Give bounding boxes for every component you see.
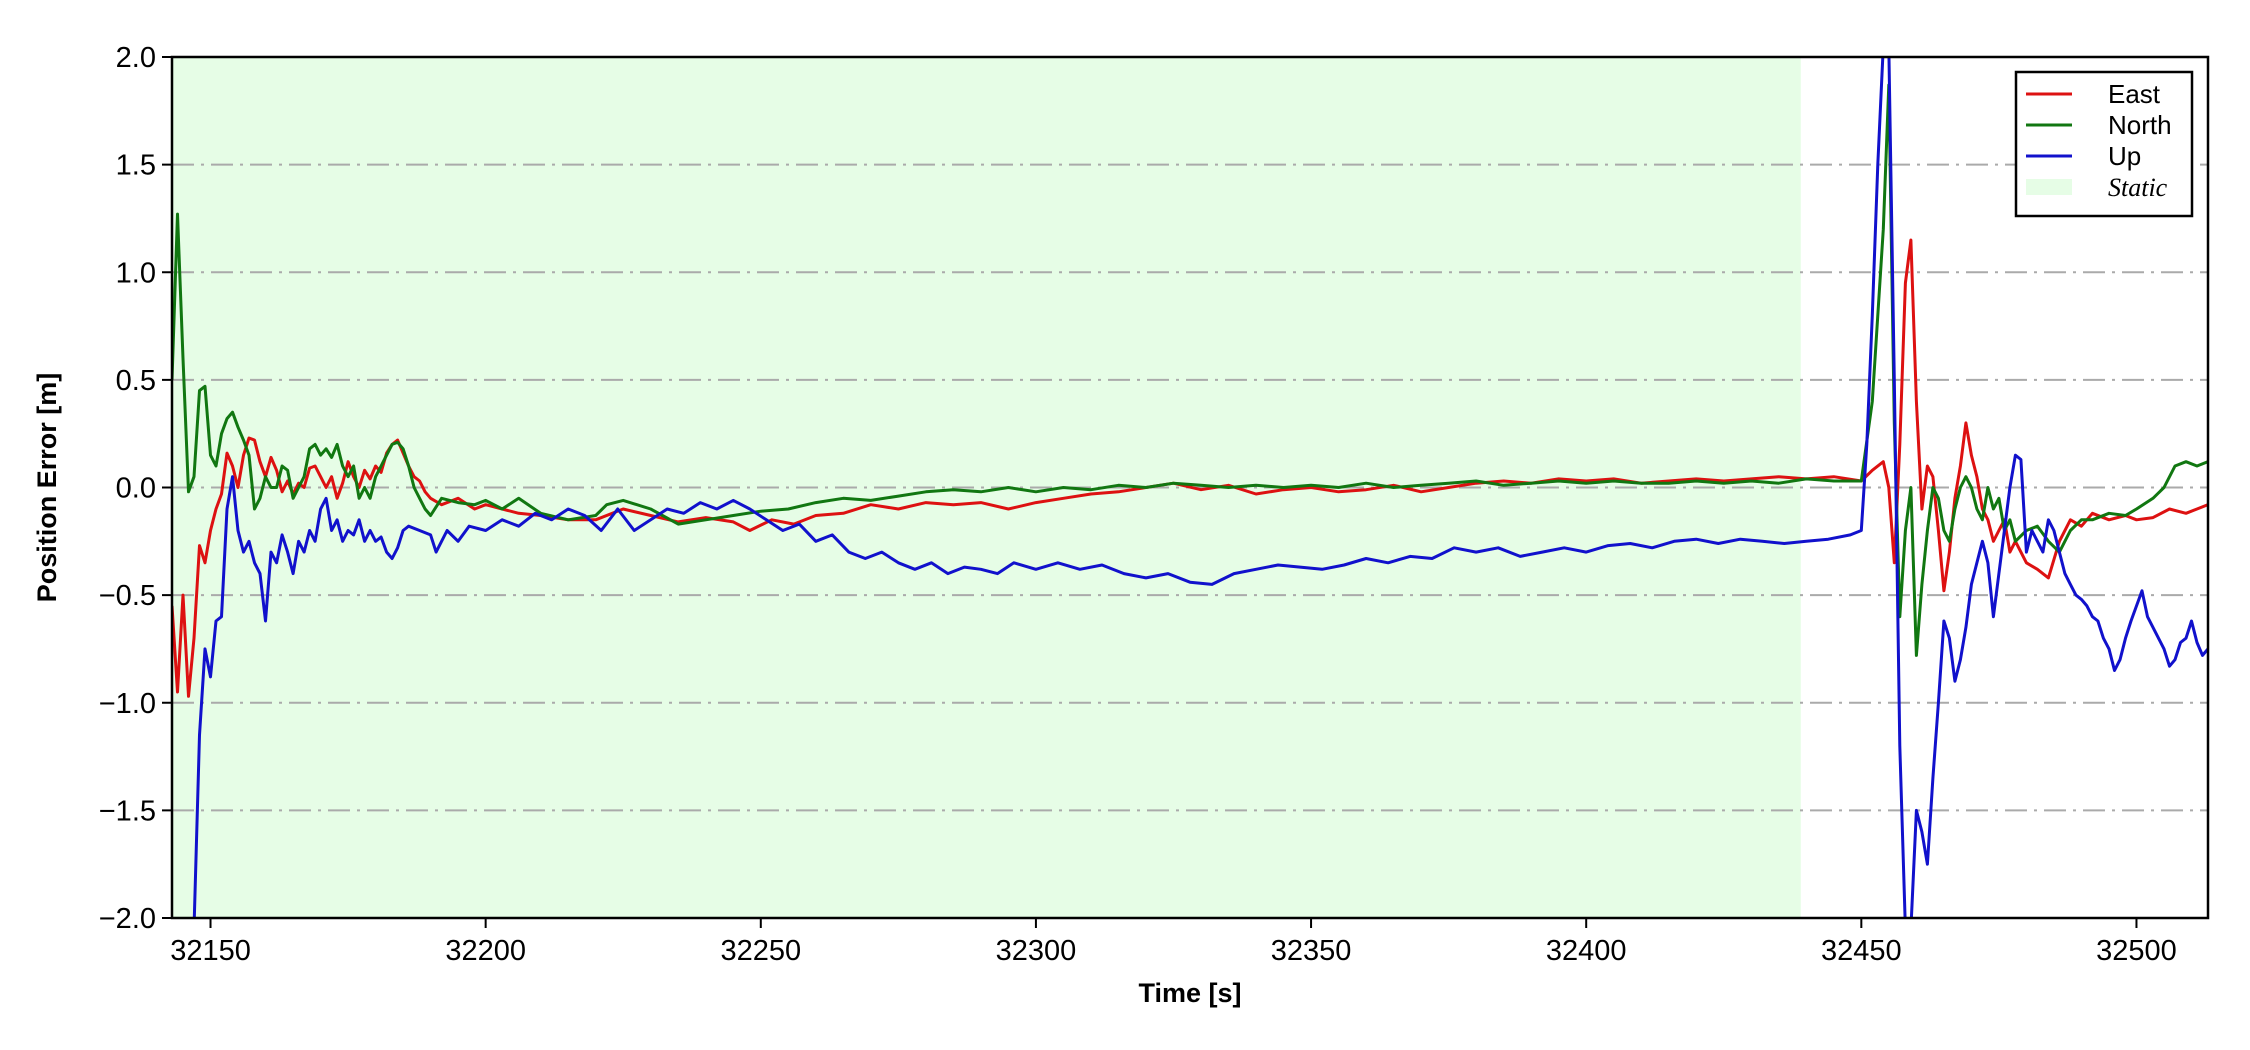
x-tick-label: 32300 (996, 935, 1077, 967)
legend-label-east: East (2108, 79, 2161, 109)
y-tick-label: 0.0 (116, 473, 156, 505)
x-tick-label: 32250 (720, 935, 801, 967)
y-tick-label: −1.0 (99, 688, 156, 720)
x-axis: 32150 32200 32250 32300 32350 32400 32450 32500 (170, 918, 2177, 967)
x-tick-label: 32200 (445, 935, 526, 967)
y-tick-label: −0.5 (99, 580, 156, 612)
x-tick-label: 32450 (1821, 935, 1902, 967)
series-line-up (192, 57, 2208, 918)
y-axis: −2.0 −1.5 −1.0 −0.5 0.0 0.5 1.0 1.5 2.0 (99, 42, 172, 935)
series-line-north (172, 83, 2208, 657)
y-axis-title: Position Error [m] (32, 373, 62, 603)
y-tick-label: 0.5 (116, 365, 156, 397)
y-tick-label: 1.0 (116, 257, 156, 289)
legend-label-north: North (2108, 110, 2172, 140)
y-tick-label: 2.0 (116, 42, 156, 74)
legend-label-static: Static (2108, 173, 2168, 202)
x-axis-title: Time [s] (1138, 978, 1241, 1008)
legend-swatch-static (2026, 179, 2072, 195)
series-layer (172, 57, 2208, 918)
x-tick-label: 32350 (1271, 935, 1352, 967)
y-tick-label: −1.5 (99, 795, 156, 827)
x-tick-label: 32150 (170, 935, 251, 967)
y-tick-label: −2.0 (99, 903, 156, 935)
legend-label-up: Up (2108, 141, 2141, 171)
x-tick-label: 32400 (1546, 935, 1627, 967)
series-line-east (172, 238, 2208, 698)
x-tick-label: 32500 (2096, 935, 2177, 967)
y-tick-label: 1.5 (116, 150, 156, 182)
